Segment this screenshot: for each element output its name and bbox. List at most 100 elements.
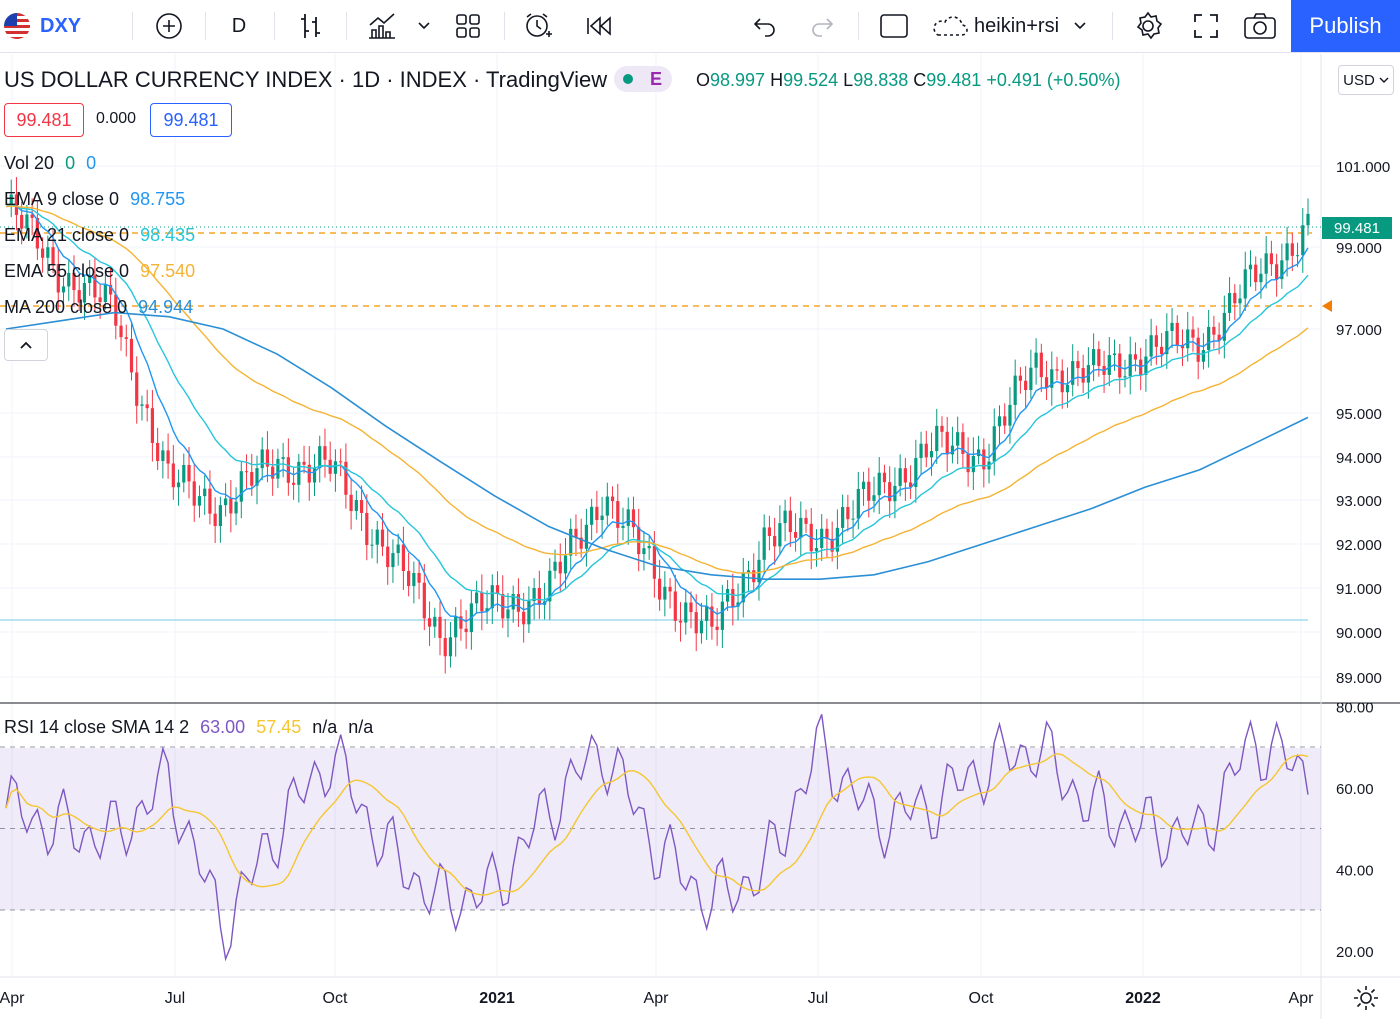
candle-body	[286, 457, 290, 483]
candle-body	[1248, 264, 1253, 270]
candle-body	[265, 449, 270, 467]
symbol-search[interactable]: DXY	[4, 0, 84, 52]
market-status-dot	[623, 74, 633, 84]
candle-body	[924, 443, 928, 458]
candle-body	[590, 506, 594, 525]
candle-body	[1128, 354, 1132, 377]
candle-body	[982, 449, 986, 470]
settings-button[interactable]	[1128, 0, 1168, 52]
redo-button[interactable]	[802, 0, 842, 52]
layout-button[interactable]	[448, 0, 488, 52]
candle-body	[485, 608, 489, 612]
price-tick-label: 94.000	[1336, 450, 1382, 467]
candle-body	[1123, 376, 1127, 378]
bar-style-button[interactable]	[292, 0, 330, 52]
rectangle-tool-button[interactable]	[874, 0, 914, 52]
add-symbol-icon	[156, 13, 182, 39]
candle-body	[647, 545, 651, 549]
candle-body	[234, 501, 238, 514]
candle-body	[1044, 377, 1049, 388]
snapshot-button[interactable]	[1240, 0, 1280, 52]
candle-body	[527, 600, 531, 625]
chart-settings-button[interactable]	[1352, 984, 1380, 1012]
rsi-tick-label: 80.00	[1336, 699, 1374, 716]
chevron-down-icon	[1379, 77, 1389, 83]
chart-area[interactable]: 101.000 99.000 97.000 95.000 94.000 93.000 92.…	[0, 53, 1400, 1019]
earnings-badge[interactable]: E	[614, 66, 672, 92]
candle-body	[720, 601, 724, 630]
alert-button[interactable]	[518, 0, 558, 52]
camera-icon	[1244, 13, 1276, 39]
candle-body	[673, 591, 677, 621]
candle-body	[825, 528, 829, 539]
indicators-dropdown[interactable]	[412, 0, 436, 52]
currency-selector[interactable]: USD	[1338, 65, 1394, 95]
buy-price-box[interactable]: 99.481	[150, 103, 232, 137]
candle-body	[1018, 375, 1023, 381]
candle-body	[67, 272, 71, 287]
candle-body	[271, 466, 275, 479]
time-tick-label: Apr	[644, 990, 670, 1007]
high-label: H	[770, 70, 784, 90]
candle-body	[1071, 361, 1075, 385]
ema9-value: 98.755	[130, 189, 186, 209]
chevron-up-icon	[20, 341, 32, 349]
candle-body	[511, 593, 515, 610]
candle-body	[150, 408, 155, 443]
collapse-legend-button[interactable]	[4, 329, 48, 361]
replay-icon	[587, 16, 611, 36]
candle-body	[312, 468, 317, 483]
candle-body	[746, 570, 751, 574]
ema21-legend[interactable]: EMA 21 close 0 98.435	[4, 225, 195, 246]
candle-body	[537, 588, 541, 605]
price-tick-label: 95.000	[1336, 406, 1382, 423]
candle-body	[454, 616, 458, 638]
candle-body	[297, 461, 301, 485]
candle-body	[182, 464, 186, 483]
candle-body	[1029, 367, 1033, 390]
undo-button[interactable]	[745, 0, 785, 52]
candle-body	[93, 275, 97, 298]
ma200-label: MA 200 close 0	[4, 297, 128, 317]
indicators-button[interactable]	[362, 0, 402, 52]
vol-legend[interactable]: Vol 20 0 0	[4, 153, 96, 174]
candle-body	[820, 528, 824, 548]
ema55-label: EMA 55 close 0	[4, 261, 130, 281]
indicator-template-button[interactable]: heikin+rsi	[930, 0, 1100, 52]
candle-body	[1055, 369, 1059, 371]
candle-body	[668, 586, 672, 592]
ma200-legend[interactable]: MA 200 close 0 94.944	[4, 297, 193, 318]
candle-body	[323, 446, 327, 460]
candle-body	[558, 561, 562, 574]
candle-body	[903, 468, 907, 483]
sell-price-box[interactable]: 99.481	[4, 103, 84, 137]
rsi-legend[interactable]: RSI 14 close SMA 14 2 63.00 57.45 n/a n/…	[4, 717, 373, 738]
candle-body	[302, 461, 306, 465]
interval-button[interactable]: D	[231, 14, 247, 37]
candle-body	[197, 496, 202, 506]
replay-button[interactable]	[578, 0, 618, 52]
candle-body	[1003, 416, 1007, 426]
candle-body	[605, 496, 609, 516]
publish-button[interactable]: Publish	[1291, 0, 1400, 52]
candle-body	[1227, 293, 1232, 313]
candle-body	[950, 445, 955, 455]
candle-body	[804, 517, 808, 524]
fullscreen-button[interactable]	[1186, 0, 1226, 52]
add-symbol-button[interactable]	[150, 0, 188, 52]
price-tick-label: 91.000	[1336, 581, 1382, 598]
ma200-value: 94.944	[138, 297, 194, 317]
chart-canvas[interactable]: 101.000 99.000 97.000 95.000 94.000 93.000 92.…	[0, 53, 1400, 1019]
candle-body	[919, 443, 923, 459]
candle-body	[9, 194, 13, 207]
candle-body	[25, 214, 29, 229]
vol-label: Vol 20	[4, 153, 55, 173]
candle-body	[1175, 322, 1179, 345]
rsi-na-2: n/a	[348, 717, 374, 737]
ema55-legend[interactable]: EMA 55 close 0 97.540	[4, 261, 195, 282]
candle-body	[752, 570, 756, 583]
open-label: O	[696, 70, 711, 90]
candle-body	[522, 611, 526, 625]
candle-body	[1275, 264, 1279, 280]
ema9-legend[interactable]: EMA 9 close 0 98.755	[4, 189, 185, 210]
